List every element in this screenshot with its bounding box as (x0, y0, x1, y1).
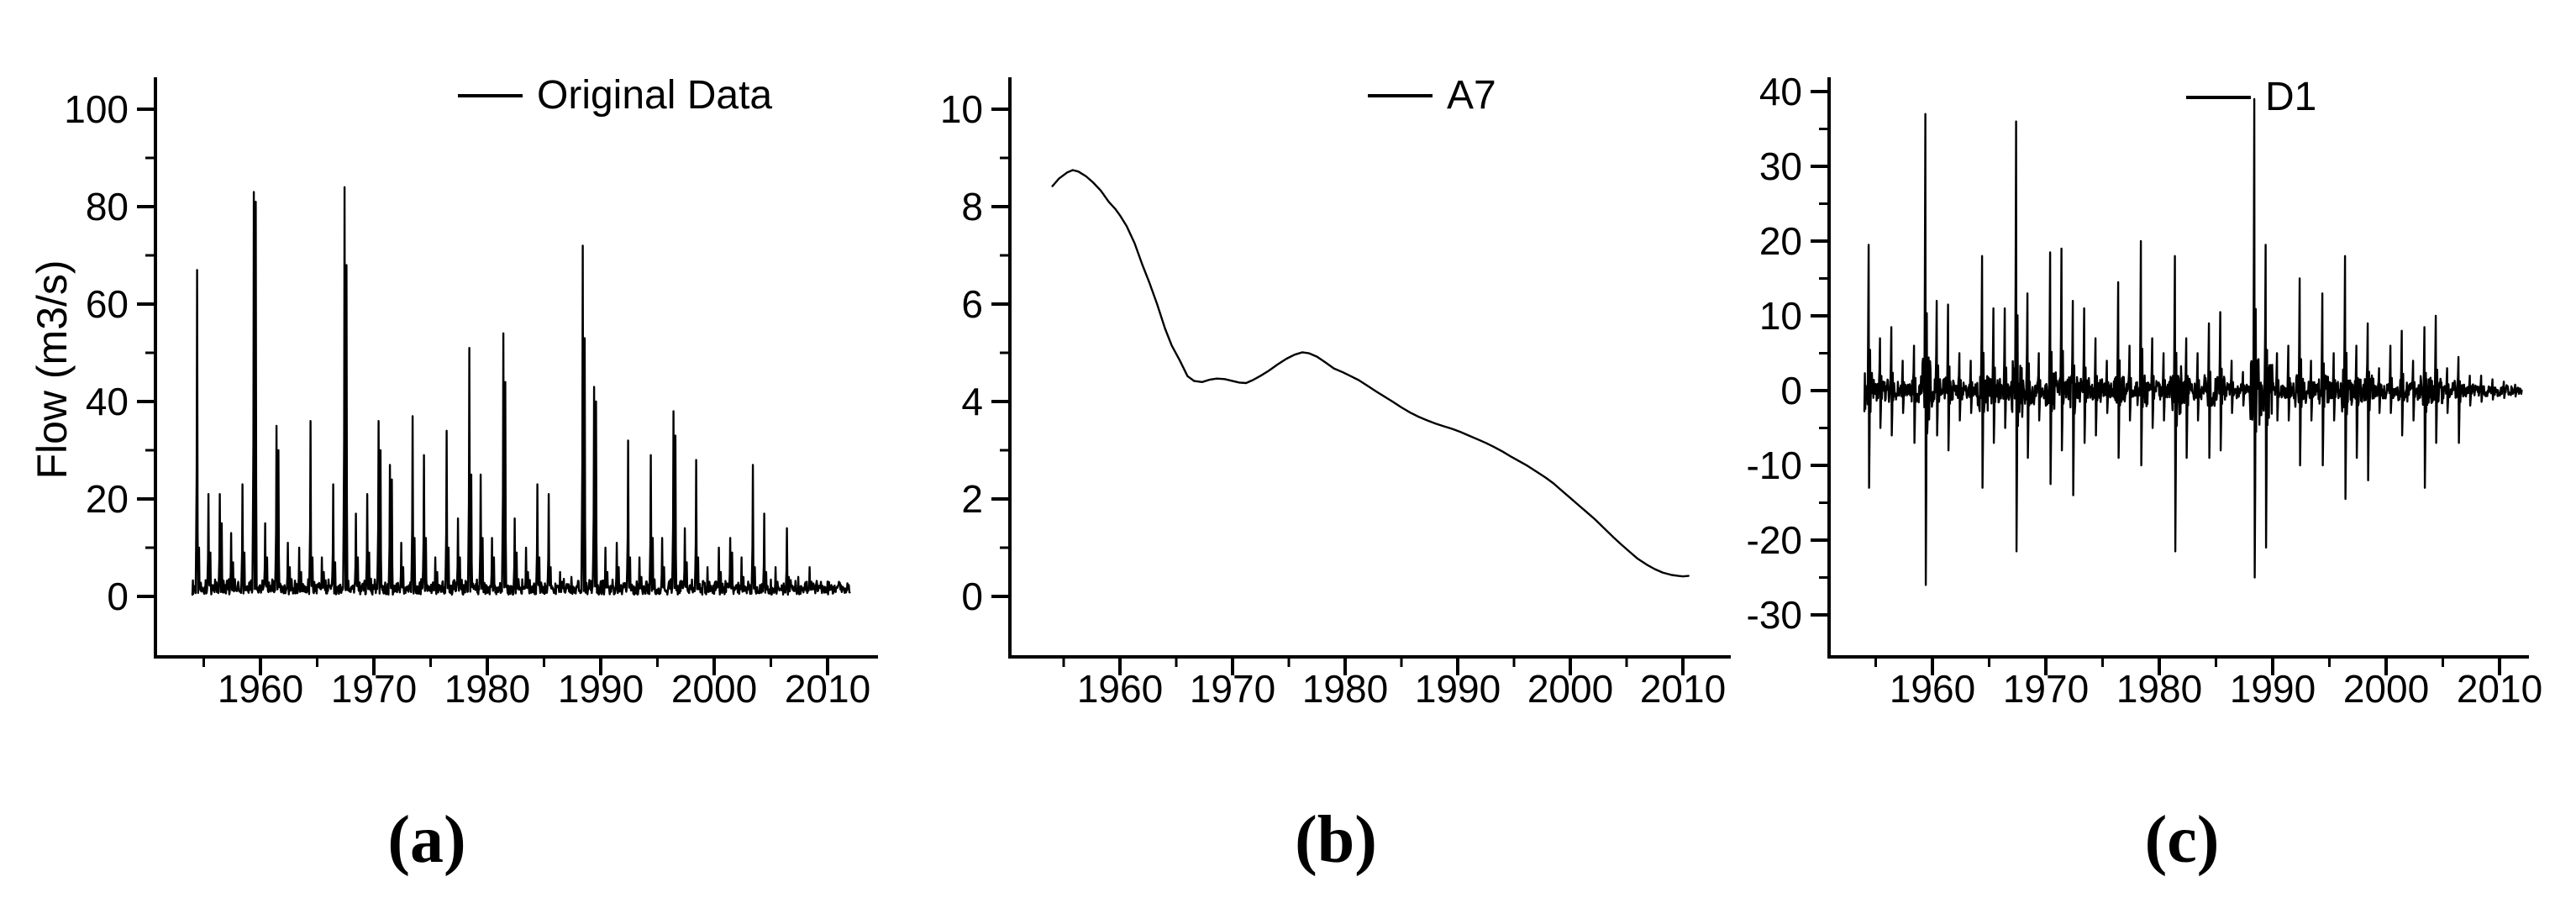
y-tick-label: 60 (86, 282, 129, 326)
legend-label: A7 (1447, 73, 1496, 118)
y-tick-label: -30 (1747, 593, 1802, 637)
y-tick-label: -10 (1747, 444, 1802, 487)
y-tick-label: 100 (64, 87, 129, 131)
legend-label: Original Data (537, 73, 773, 118)
y-tick-label: 30 (1759, 144, 1802, 188)
series-d1 (1863, 97, 2523, 586)
y-tick-label: 0 (107, 575, 129, 618)
x-tick-label: 1990 (1415, 667, 1501, 711)
panel-caption-c: (c) (2144, 803, 2220, 877)
y-tick-label: 20 (1759, 219, 1802, 263)
x-tick-label: 1990 (558, 667, 644, 711)
x-tick-label: 2000 (2343, 667, 2429, 711)
x-tick-label: 1970 (331, 667, 417, 711)
x-tick-label: 2010 (785, 667, 870, 711)
panel-caption-a: (a) (387, 803, 466, 877)
chart-c: -30 -20 -10 0 10 20 30 40 1960 1970 1980 1990 2000 20… (1747, 70, 2543, 711)
x-tick-label: 2010 (1640, 667, 1726, 711)
legend-line-sample (458, 94, 523, 97)
x-tick-label: 1970 (2003, 667, 2089, 711)
x-tick-label: 1990 (2230, 667, 2316, 711)
x-tick-label: 1970 (1190, 667, 1275, 711)
x-tick-label: 1980 (444, 667, 530, 711)
legend-label: D1 (2265, 75, 2317, 119)
y-tick-label: 6 (961, 282, 983, 326)
chart-a: 0 20 40 60 80 100 1960 1970 1980 1990 2000 2010 (64, 77, 878, 711)
x-tick-label: 1960 (1077, 667, 1163, 711)
y-tick-label: 20 (86, 477, 129, 521)
y-tick-label: 40 (1759, 70, 1802, 113)
y-tick-label: 40 (86, 380, 129, 423)
x-tick-label: 2000 (1527, 667, 1613, 711)
chart-c-axis-spines (1827, 77, 2529, 659)
y-tick-label: 0 (1780, 369, 1802, 412)
y-tick-label: 80 (86, 185, 129, 228)
legend-d1: D1 (2186, 74, 2316, 121)
y-tick-label: 0 (961, 575, 983, 618)
chart-b: 0 2 4 6 8 10 1960 1970 1980 1990 2000 2010 (940, 77, 1731, 711)
y-tick-label: 4 (961, 380, 983, 423)
chart-a-axis-spines (154, 77, 878, 659)
x-tick-label: 1960 (1890, 667, 1975, 711)
legend-line-sample (1368, 94, 1433, 97)
chart-b-axis-spines (1008, 77, 1731, 659)
x-tick-label: 1980 (1302, 667, 1388, 711)
y-axis-title: Flow (m3/s) (29, 260, 76, 480)
series-a7 (1051, 169, 1690, 578)
y-tick-label: 8 (961, 185, 983, 228)
x-tick-label: 1960 (218, 667, 303, 711)
y-tick-label: 10 (940, 87, 983, 131)
x-tick-label: 2010 (2457, 667, 2542, 711)
y-tick-label: -20 (1747, 518, 1802, 562)
legend-a7: A7 (1368, 72, 1496, 119)
y-tick-label: 2 (961, 477, 983, 521)
x-tick-label: 1980 (2116, 667, 2202, 711)
legend-original-data: Original Data (458, 72, 772, 119)
series-original-data (191, 186, 851, 596)
legend-line-sample (2186, 96, 2251, 99)
panel-caption-b: (b) (1295, 803, 1377, 877)
y-tick-label: 10 (1759, 294, 1802, 338)
x-tick-label: 2000 (671, 667, 757, 711)
